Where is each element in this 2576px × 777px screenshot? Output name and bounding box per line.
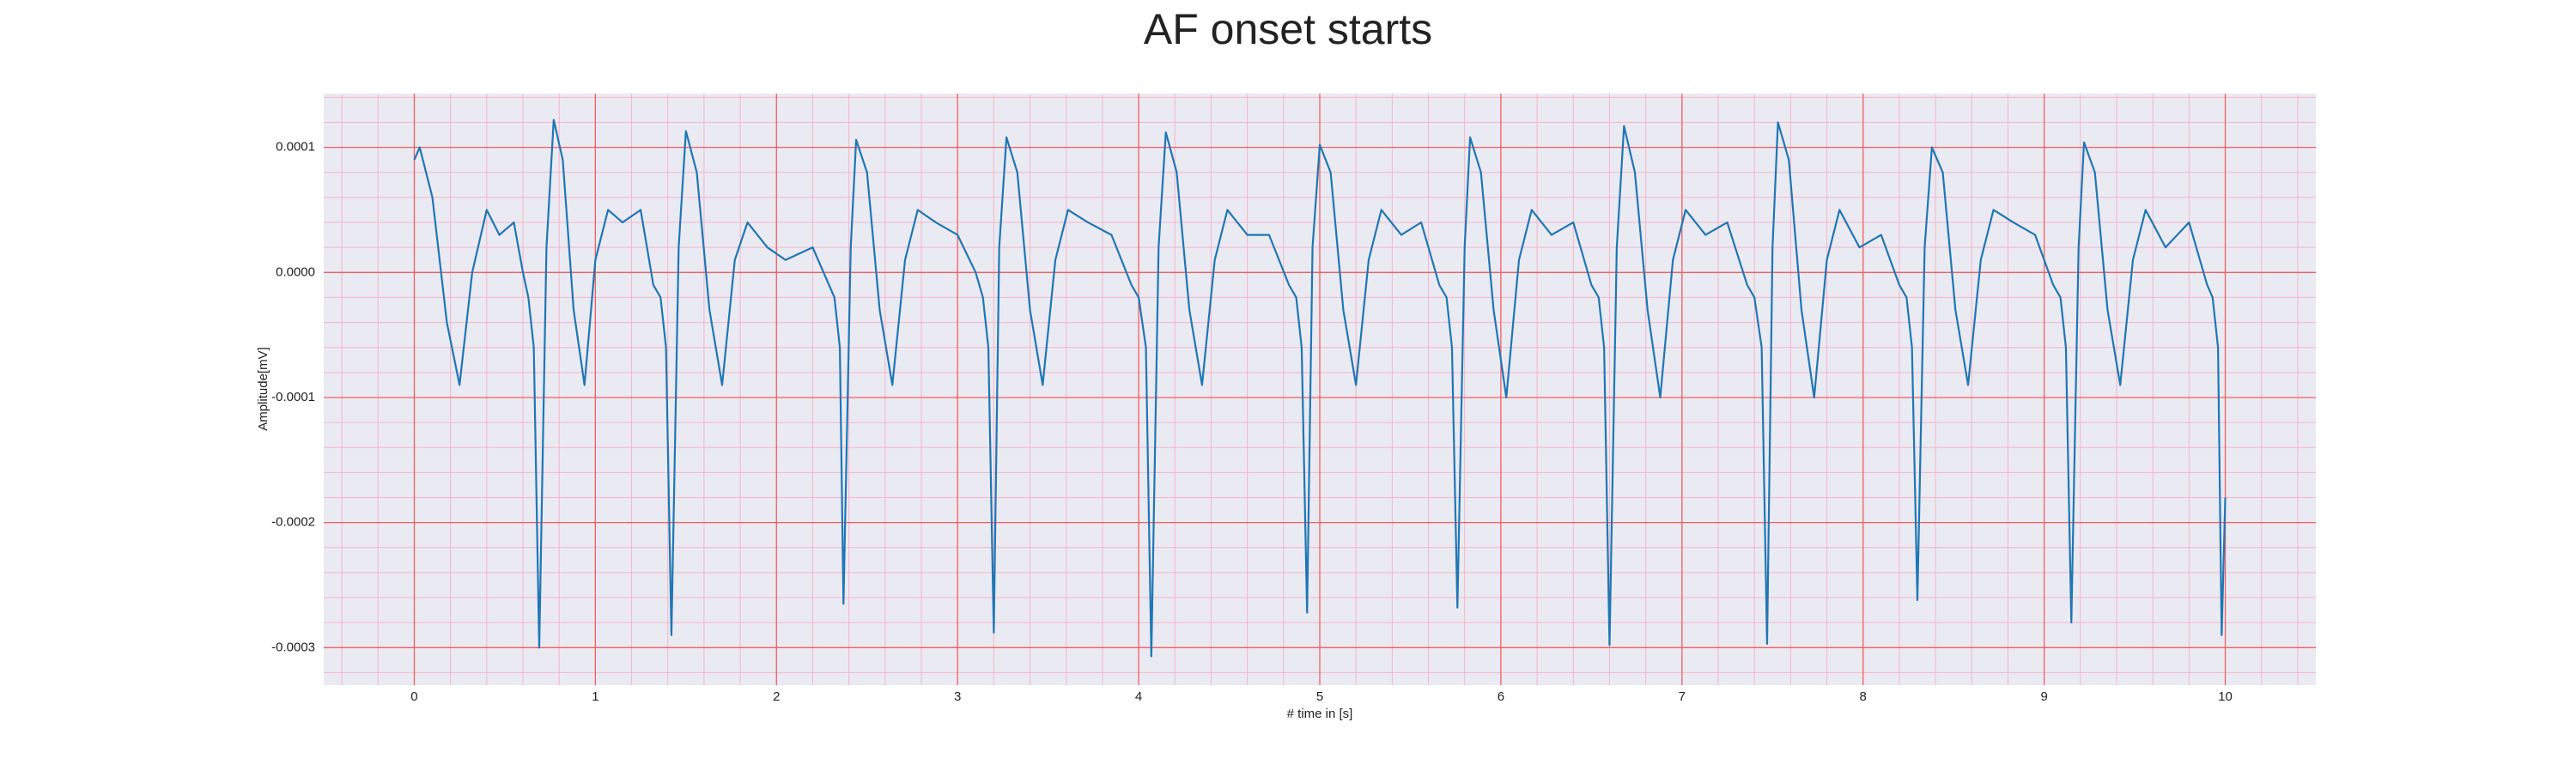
x-tick-label: 6 bbox=[1498, 689, 1504, 704]
y-tick-label: -0.0001 bbox=[271, 390, 315, 404]
y-axis-label: Amplitude[mV] bbox=[256, 347, 270, 431]
chart-title: AF onset starts bbox=[1144, 5, 1432, 53]
x-tick-label: 4 bbox=[1135, 689, 1142, 704]
x-tick-label: 2 bbox=[773, 689, 780, 704]
x-tick-label: 0 bbox=[410, 689, 417, 704]
x-tick-label: 3 bbox=[954, 689, 961, 704]
y-tick-label: 0.0000 bbox=[276, 264, 315, 279]
y-tick-label: -0.0003 bbox=[271, 640, 315, 654]
y-tick-label: 0.0001 bbox=[276, 140, 315, 155]
x-tick-label: 9 bbox=[2040, 689, 2047, 704]
y-tick-label: -0.0002 bbox=[271, 515, 315, 530]
ecg-line bbox=[413, 118, 2227, 658]
x-axis-label: # time in [s] bbox=[1287, 707, 1353, 721]
x-tick-label: 1 bbox=[592, 689, 598, 704]
x-tick-label: 7 bbox=[1679, 689, 1686, 704]
x-tick-label: 8 bbox=[1860, 689, 1867, 704]
x-tick-label: 10 bbox=[2218, 689, 2233, 704]
x-tick-label: 5 bbox=[1316, 689, 1323, 704]
